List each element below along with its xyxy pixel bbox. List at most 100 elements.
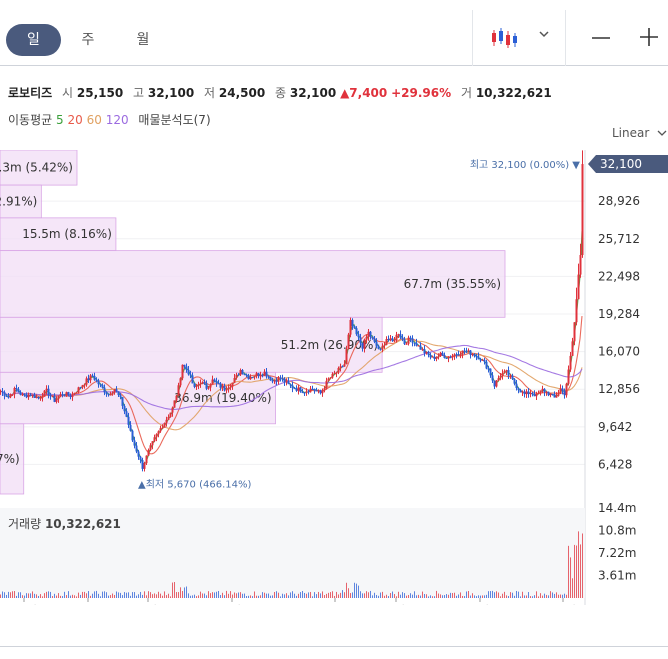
candle-body: [41, 396, 44, 398]
volume-bar: [300, 592, 301, 598]
volume-bar: [370, 590, 371, 598]
candlestick-icon[interactable]: [491, 27, 517, 49]
high-marker-label: 최고 32,100 (0.00%) ▼: [470, 159, 580, 171]
volume-profile-label: 36.9m (19.40%): [174, 391, 271, 405]
candle-body: [211, 379, 214, 385]
chevron-down-icon[interactable]: [538, 28, 550, 40]
candle-body: [113, 389, 116, 393]
candle-body: [553, 394, 556, 398]
candle-body: [135, 445, 138, 452]
candle-body: [103, 387, 106, 393]
tab-day[interactable]: 일: [6, 24, 61, 56]
candle-body: [541, 388, 544, 391]
low-value: 24,500: [218, 86, 266, 100]
volume-profile-label: 51.2m (26.90%): [281, 338, 378, 352]
volume-panel-label: 거래량 10,322,621: [8, 515, 121, 532]
candle-body: [433, 356, 436, 359]
candle-body: [333, 373, 336, 375]
volume-bar: [236, 593, 237, 598]
volume-bar: [200, 591, 201, 598]
candle-body: [413, 342, 416, 344]
volume-bar: [28, 593, 29, 598]
tab-month[interactable]: 월: [136, 32, 150, 48]
volume-bar: [224, 595, 225, 598]
volume-bar: [480, 595, 481, 598]
candle-body: [385, 339, 388, 345]
volume-profile-toggle[interactable]: 매물분석도(7): [138, 113, 211, 127]
volume-bar: [510, 592, 511, 598]
candle-body: [347, 334, 350, 350]
candle-body: [561, 388, 564, 391]
volume-bar: [266, 593, 267, 598]
volume-tick-label: 14.4m: [598, 501, 636, 515]
time-tick-label: 4월: [387, 604, 406, 605]
candle-body: [355, 328, 358, 335]
candle-body: [101, 385, 104, 388]
volume-bar: [496, 591, 497, 598]
volume-bar: [484, 595, 485, 598]
candle-body: [365, 336, 368, 340]
candle-body: [229, 386, 232, 388]
volume-bar: [542, 595, 543, 598]
candle-body: [565, 383, 568, 396]
moving-average-line: [0, 344, 583, 410]
volume-profile-label: 15.5m (8.16%): [22, 227, 112, 241]
volume-bar: [190, 595, 191, 598]
volume-bar: [436, 590, 437, 598]
candle-body: [535, 393, 538, 397]
volume-bar: [392, 591, 393, 598]
volume-bar: [334, 595, 335, 598]
volume-bar: [110, 595, 111, 598]
volume-bar: [38, 595, 39, 598]
candle-body: [165, 419, 168, 424]
volume-bar: [238, 592, 239, 598]
volume-bar: [340, 592, 341, 598]
candle-body: [121, 396, 124, 406]
volume-bar: [108, 595, 109, 598]
ma-label[interactable]: 이동평균: [8, 113, 53, 127]
candle-body: [11, 394, 14, 396]
candle-body: [281, 378, 284, 380]
tab-week[interactable]: 주: [81, 32, 95, 48]
candle-body: [95, 379, 98, 381]
candle-body: [497, 378, 500, 381]
candle-body: [295, 388, 298, 391]
volume-profile-label: 5.54m (2.91%): [0, 194, 37, 208]
candle-body: [77, 387, 80, 393]
candle-body: [65, 392, 68, 396]
volume-bar: [524, 595, 525, 598]
volume-bar: [96, 590, 97, 598]
price-chart[interactable]: 10.3m (5.42%) 5.54m (2.91%) 15.5m (8.16%) 6…: [0, 150, 668, 605]
candle-body: [85, 378, 88, 385]
volume-bar: [20, 592, 21, 598]
plus-icon[interactable]: [638, 26, 660, 48]
candle-body: [557, 392, 560, 396]
minus-icon[interactable]: [590, 28, 612, 48]
volume-bar: [520, 596, 521, 598]
volume-bar: [528, 592, 529, 598]
candle-body: [57, 396, 60, 400]
candle-body: [73, 393, 76, 395]
candle-body: [191, 375, 194, 384]
candle-body: [185, 366, 188, 370]
volume-bar: [144, 591, 145, 598]
volume-profile-label: 10.3m (5.42%): [0, 161, 73, 175]
candle-body: [23, 394, 26, 396]
volume-bar: [12, 591, 13, 598]
volume-bar: [458, 594, 459, 598]
candle-body: [179, 378, 182, 386]
volume-bar: [500, 596, 501, 598]
candle-body: [313, 388, 316, 391]
volume-profile-bar: [0, 423, 25, 495]
candle-body: [339, 366, 342, 368]
candle-body: [525, 391, 528, 395]
volume-bar: [456, 595, 457, 598]
candle-body: [577, 274, 580, 300]
volume-bar: [60, 595, 61, 598]
volume-bar: [206, 595, 207, 598]
volume-bar: [476, 596, 477, 598]
candle-body: [349, 319, 352, 335]
scale-selector[interactable]: Linear: [612, 126, 667, 140]
candle-body: [431, 356, 434, 358]
volume-bar: [322, 591, 323, 598]
